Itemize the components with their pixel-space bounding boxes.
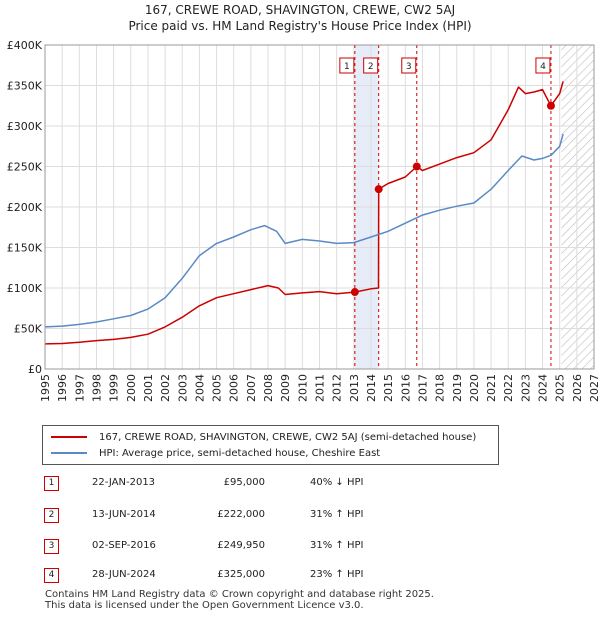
sale-box [401, 57, 417, 74]
x-tick-label: 2007 [245, 374, 258, 402]
sale-point [374, 185, 383, 194]
x-tick-label: 2004 [193, 374, 206, 402]
x-tick-label: 1996 [56, 374, 69, 402]
transaction-price: £325,000 [217, 569, 265, 580]
x-tick-label: 2010 [296, 374, 309, 402]
table-row: 4 28-JUN-2024 £325,000 23% ↑ HPI [0, 568, 600, 586]
sale-point [412, 162, 421, 171]
transaction-price: £222,000 [217, 509, 265, 520]
hpi-line [44, 133, 564, 328]
legend-label-hpi: HPI: Average price, semi-detached house,… [99, 447, 381, 459]
transaction-date: 02-SEP-2016 [92, 540, 156, 551]
transaction-hpi: 31% ↑ HPI [310, 540, 364, 551]
y-tick-label: £100K [7, 282, 43, 295]
y-tick-label: £350K [7, 80, 43, 93]
x-tick-label: 2019 [451, 374, 464, 402]
legend-item-hpi: HPI: Average price, semi-detached house,… [51, 446, 380, 460]
x-tick-label: 2012 [331, 374, 344, 402]
footer-licence: This data is licensed under the Open Gov… [45, 600, 364, 611]
x-tick-label: 2021 [485, 374, 498, 402]
transaction-date: 22-JAN-2013 [92, 477, 156, 488]
chart-legend: 167, CREWE ROAD, SHAVINGTON, CREWE, CW2 … [42, 425, 499, 465]
x-tick-label: 2005 [211, 374, 224, 402]
legend-item-property: 167, CREWE ROAD, SHAVINGTON, CREWE, CW2 … [51, 430, 476, 444]
x-tick-label: 2014 [365, 374, 378, 402]
sale-point [546, 101, 555, 110]
sale-box [339, 57, 355, 74]
y-tick-label: £250K [7, 161, 43, 174]
x-tick-label: 2016 [399, 374, 412, 402]
x-tick-label: 2026 [571, 374, 584, 402]
x-tick-label: 2008 [262, 374, 275, 402]
sale-box [535, 57, 551, 74]
y-tick-label: £0 [28, 363, 42, 376]
y-tick-label: £400K [7, 39, 43, 52]
legend-line-blue [51, 452, 87, 454]
sale-box-label: 1 [344, 62, 350, 72]
x-tick-label: 2003 [176, 374, 189, 402]
y-tick-label: £200K [7, 201, 43, 214]
x-tick-label: 2000 [125, 374, 138, 402]
table-row: 3 02-SEP-2016 £249,950 31% ↑ HPI [0, 539, 600, 557]
x-tick-label: 2011 [314, 374, 327, 402]
x-tick-label: 2002 [159, 374, 172, 402]
transaction-number-badge: 3 [44, 539, 59, 554]
x-tick-label: 1999 [108, 374, 121, 402]
transaction-number-badge: 2 [44, 508, 59, 523]
x-tick-label: 2022 [502, 374, 515, 402]
chart-title: 167, CREWE ROAD, SHAVINGTON, CREWE, CW2 … [144, 3, 456, 17]
legend-line-red [51, 436, 87, 438]
sale-box [363, 57, 379, 74]
table-row: 1 22-JAN-2013 £95,000 40% ↓ HPI [0, 476, 600, 494]
transaction-number-badge: 1 [44, 476, 59, 491]
x-tick-label: 2015 [382, 374, 395, 402]
footer-copyright: Contains HM Land Registry data © Crown c… [45, 589, 434, 600]
x-tick-label: 1995 [39, 374, 52, 402]
transaction-hpi: 40% ↓ HPI [310, 477, 364, 488]
price-chart: 1 2 3 4 £0 £50K £100K £150K £200K £250K £300K £350… [7, 39, 600, 402]
table-row: 2 13-JUN-2014 £222,000 31% ↑ HPI [0, 508, 600, 526]
x-tick-label: 2001 [142, 374, 155, 402]
plot-border [44, 44, 595, 370]
x-tick-label: 1997 [73, 374, 86, 402]
transaction-number-badge: 4 [44, 568, 59, 583]
sale-point [350, 288, 359, 297]
x-tick-label: 2013 [348, 374, 361, 402]
x-tick-label: 2027 [588, 374, 600, 402]
transaction-date: 13-JUN-2014 [92, 509, 156, 520]
x-tick-label: 1998 [90, 374, 103, 402]
transaction-hpi: 31% ↑ HPI [310, 509, 364, 520]
sale-box-label: 4 [540, 62, 546, 72]
x-tick-label: 2018 [434, 374, 447, 402]
x-tick-label: 2025 [554, 374, 567, 402]
y-tick-label: £50K [14, 323, 43, 336]
x-tick-label: 2024 [537, 374, 550, 402]
transaction-price: £249,950 [217, 540, 265, 551]
x-tick-label: 2017 [416, 374, 429, 402]
x-tick-label: 2009 [279, 374, 292, 402]
sale-box-label: 2 [368, 62, 374, 72]
legend-label-property: 167, CREWE ROAD, SHAVINGTON, CREWE, CW2 … [99, 431, 477, 443]
x-tick-label: 2023 [519, 374, 532, 402]
y-tick-label: £300K [7, 120, 43, 133]
transaction-date: 28-JUN-2024 [92, 569, 156, 580]
transaction-price: £95,000 [223, 477, 265, 488]
transaction-hpi: 23% ↑ HPI [310, 569, 364, 580]
y-tick-label: £150K [7, 242, 43, 255]
sale-box-label: 3 [406, 62, 412, 72]
chart-subtitle: Price paid vs. HM Land Registry's House … [128, 19, 472, 33]
x-tick-label: 2020 [468, 374, 481, 402]
x-tick-label: 2006 [228, 374, 241, 402]
